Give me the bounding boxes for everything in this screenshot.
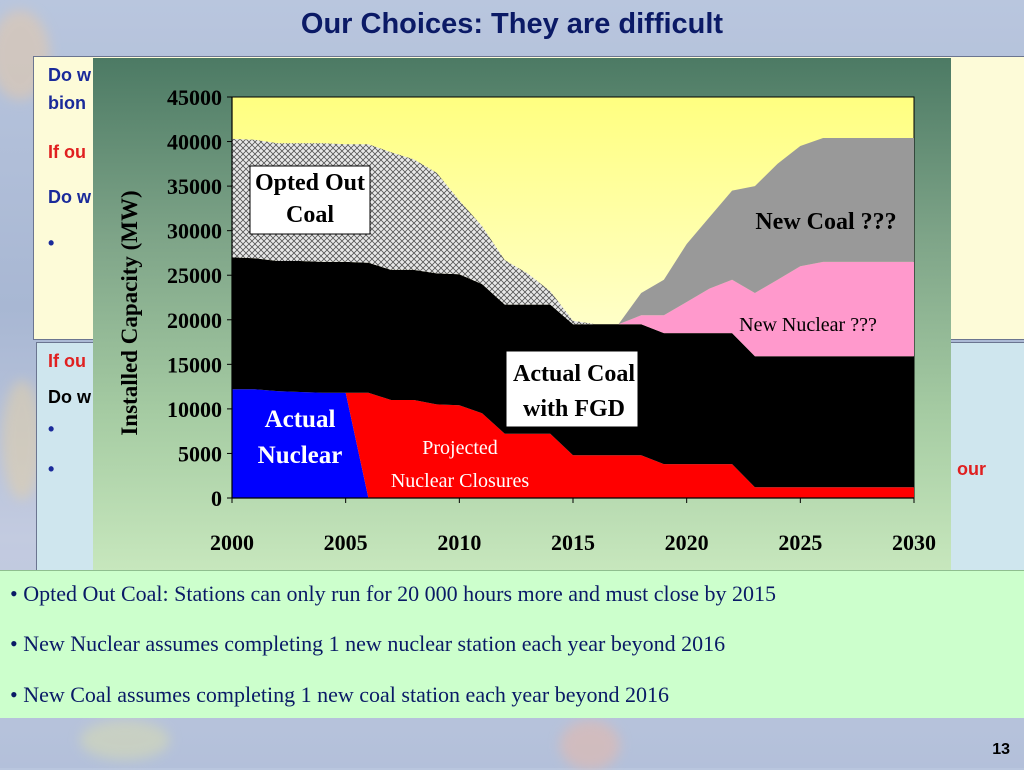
page-number: 13 (992, 741, 1010, 758)
label-line: Nuclear (258, 442, 343, 469)
label-box (505, 350, 639, 428)
y-tick-label: 0 (211, 486, 222, 511)
y-tick-label: 45000 (167, 85, 222, 110)
label-line: Actual (265, 406, 336, 433)
x-tick-label: 2030 (892, 530, 936, 555)
x-tick-label: 2020 (665, 530, 709, 555)
background-decoration (80, 720, 170, 760)
background-decoration (560, 720, 620, 770)
label-line: New Nuclear ??? (739, 314, 877, 336)
y-tick-label: 10000 (167, 397, 222, 422)
label-line: Coal (286, 202, 334, 228)
background-text-fragment: If ou (48, 142, 86, 162)
chart-panel: 0 5000 10000 15000 20000 25000 30000 35000 40000… (93, 58, 951, 570)
y-axis-title: Installed Capacity (MW) (117, 190, 142, 435)
label-box (249, 165, 371, 235)
label-line: Actual Coal (513, 361, 635, 387)
background-text-fragment: Do w (48, 187, 91, 207)
area-opted-out-coal (232, 138, 914, 357)
label-line: Opted Out (255, 170, 365, 196)
y-tick-label: 40000 (167, 130, 222, 155)
x-tick-label: 2005 (324, 530, 368, 555)
label-projected-nuclear-closures: Projected Nuclear Closures (391, 437, 530, 492)
note-new-nuclear: • New Nuclear assumes completing 1 new n… (10, 631, 726, 656)
y-tick-label: 35000 (167, 174, 222, 199)
label-line: Nuclear Closures (391, 470, 530, 492)
label-new-coal: New Coal ??? (755, 209, 896, 235)
notes-box: • Opted Out Coal: Stations can only run … (0, 570, 1024, 718)
background-decoration (2, 380, 42, 500)
background-text-fragment: our (957, 459, 986, 479)
label-actual-nuclear: Actual Nuclear (258, 406, 343, 469)
area-projected-nuclear-closures (232, 389, 914, 498)
x-tick-label: 2015 (551, 530, 595, 555)
label-new-nuclear: New Nuclear ??? (739, 314, 877, 336)
slide-title: Our Choices: They are difficult (300, 8, 724, 40)
x-tick-label: 2010 (437, 530, 481, 555)
label-line: with FGD (523, 396, 625, 422)
note-new-coal: • New Coal assumes completing 1 new coal… (10, 682, 669, 707)
y-tick-label: 25000 (167, 263, 222, 288)
x-tick-label: 2000 (210, 530, 254, 555)
background-text-fragment: • (48, 233, 55, 253)
background-text-fragment: • (48, 459, 55, 479)
capacity-chart: 0 5000 10000 15000 20000 25000 30000 35000 40000… (117, 85, 936, 555)
background-text-fragment: Do w (48, 387, 91, 407)
y-tick-label: 5000 (178, 441, 222, 466)
y-tick-label: 30000 (167, 219, 222, 244)
area-new-coal (232, 138, 914, 325)
note-opted-out-coal: • Opted Out Coal: Stations can only run … (10, 581, 776, 606)
label-line: Projected (422, 437, 498, 459)
background-text-fragment: bion (48, 93, 86, 113)
background-text-fragment: If ou (48, 351, 86, 371)
label-opted-out-coal: Opted Out Coal (249, 165, 371, 235)
y-tick-label: 20000 (167, 308, 222, 333)
background-text-fragment: • (48, 419, 55, 439)
x-tick-label: 2025 (778, 530, 822, 555)
background-text-fragment: Do w (48, 65, 91, 85)
area-actual-nuclear (232, 389, 914, 498)
label-actual-coal-fgd: Actual Coal with FGD (505, 350, 639, 428)
area-new-nuclear (232, 138, 914, 357)
y-tick-label: 15000 (167, 352, 222, 377)
label-line: New Coal ??? (755, 209, 896, 235)
